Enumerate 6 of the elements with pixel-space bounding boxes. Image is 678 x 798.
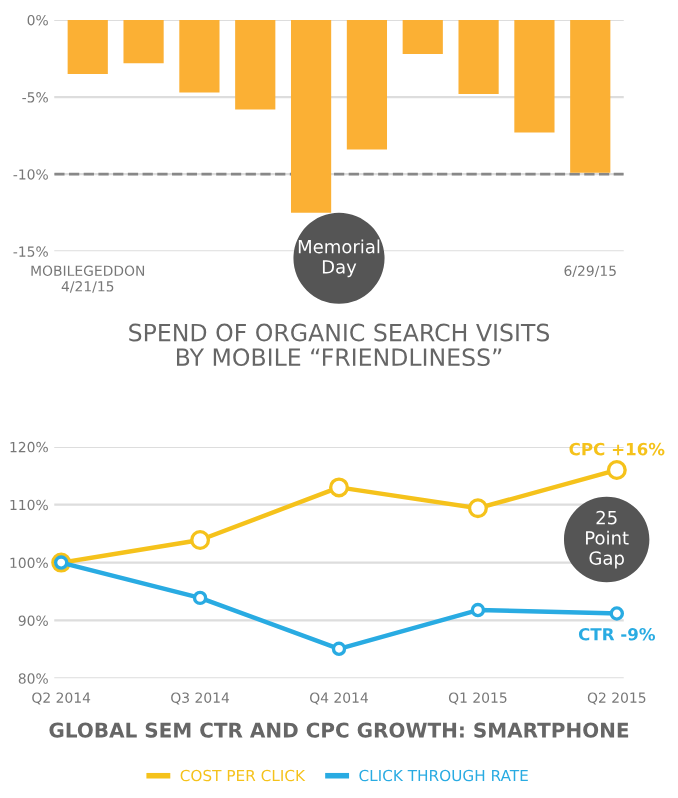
text: SPEND OF ORGANIC SEARCH VISITS BY MOBILE “FRIENDLINESS” bbox=[129, 323, 550, 367]
annotation: CPC +16% bbox=[569, 442, 665, 456]
annotation: Memorial Day bbox=[298, 239, 380, 278]
annotation: CTR -9% bbox=[578, 627, 656, 641]
annotation: 25 Point Gap bbox=[586, 510, 629, 569]
text: GLOBAL SEM CTR AND CPC GROWTH: SMARTPHONE bbox=[49, 722, 629, 738]
